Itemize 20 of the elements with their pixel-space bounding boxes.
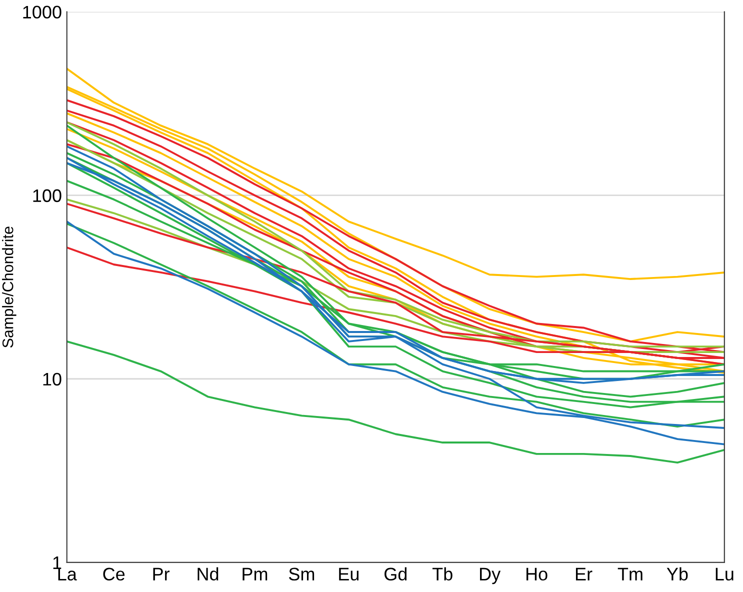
x-tick-label: Pm xyxy=(242,568,268,580)
y-tick-label: 10 xyxy=(43,372,62,386)
y-axis-title: Sample/Chondrite xyxy=(2,226,16,348)
x-tick-label: Lu xyxy=(716,568,734,581)
x-tick-label: Tb xyxy=(432,567,452,581)
x-tick-label: Dy xyxy=(480,568,501,584)
x-tick-label: Yb xyxy=(666,567,688,581)
x-tick-label: Gd xyxy=(384,567,407,581)
y-tick-label: 1000 xyxy=(23,6,62,19)
x-tick-label: Ho xyxy=(526,568,548,581)
x-tick-label: Tm xyxy=(618,568,642,580)
x-tick-label: Er xyxy=(576,568,592,580)
x-tick-label: Sm xyxy=(288,568,314,581)
x-tick-label: La xyxy=(58,568,77,581)
x-tick-label: Ce xyxy=(103,568,125,581)
x-tick-label: Pr xyxy=(153,568,170,580)
y-tick-label: 100 xyxy=(33,189,62,202)
x-tick-label: Nd xyxy=(198,567,218,581)
y-tick-label: 1 xyxy=(53,556,62,569)
x-tick-label: Eu xyxy=(339,568,359,581)
